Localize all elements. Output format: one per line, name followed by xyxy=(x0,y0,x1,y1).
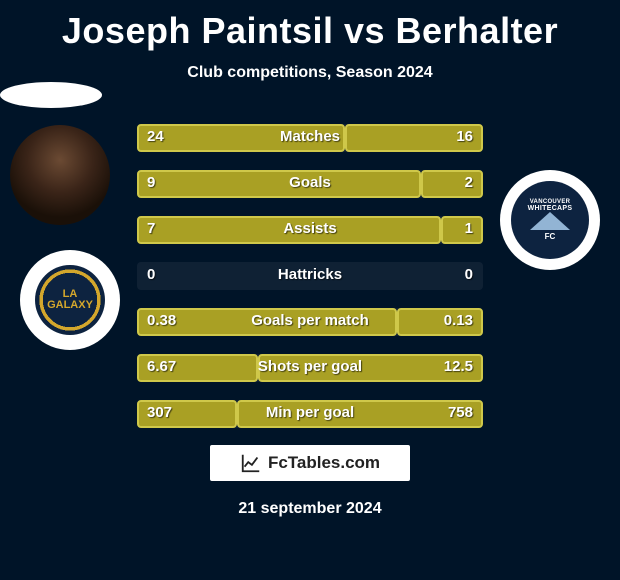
stat-label: Goals xyxy=(137,174,483,191)
stat-row: 0.380.13Goals per match xyxy=(137,308,483,336)
chart-line-icon xyxy=(240,452,262,474)
stat-row: 00Hattricks xyxy=(137,262,483,290)
player1-club-badge: LAGALAXY xyxy=(20,250,120,350)
stat-label: Goals per match xyxy=(137,312,483,329)
badge-label: LAGALAXY xyxy=(47,289,93,311)
badge-text-mid: WHITECAPS xyxy=(528,205,573,212)
stat-row: 2416Matches xyxy=(137,124,483,152)
subtitle: Club competitions, Season 2024 xyxy=(0,64,620,82)
badge-text-bot: FC xyxy=(545,232,556,241)
whitecaps-icon: VANCOUVER WHITECAPS FC xyxy=(511,181,589,259)
mountain-icon xyxy=(530,212,570,230)
stats-container: 2416Matches 92Goals 71Assists 00Hattricks 0.… xyxy=(137,124,483,446)
player2-club-badge: VANCOUVER WHITECAPS FC xyxy=(500,170,600,270)
stat-row: 71Assists xyxy=(137,216,483,244)
la-galaxy-icon: LAGALAXY xyxy=(35,265,105,335)
fctables-label: FcTables.com xyxy=(268,453,380,473)
stat-label: Min per goal xyxy=(137,404,483,421)
stat-label: Assists xyxy=(137,220,483,237)
date-footer: 21 september 2024 xyxy=(0,500,620,518)
stat-label: Hattricks xyxy=(137,266,483,283)
stat-row: 6.6712.5Shots per goal xyxy=(137,354,483,382)
stat-label: Matches xyxy=(137,128,483,145)
page-title: Joseph Paintsil vs Berhalter xyxy=(0,0,620,52)
player2-avatar-placeholder xyxy=(0,82,102,108)
stat-label: Shots per goal xyxy=(137,358,483,375)
stat-row: 307758Min per goal xyxy=(137,400,483,428)
fctables-badge: FcTables.com xyxy=(210,445,410,481)
stat-row: 92Goals xyxy=(137,170,483,198)
player1-avatar xyxy=(10,125,110,225)
